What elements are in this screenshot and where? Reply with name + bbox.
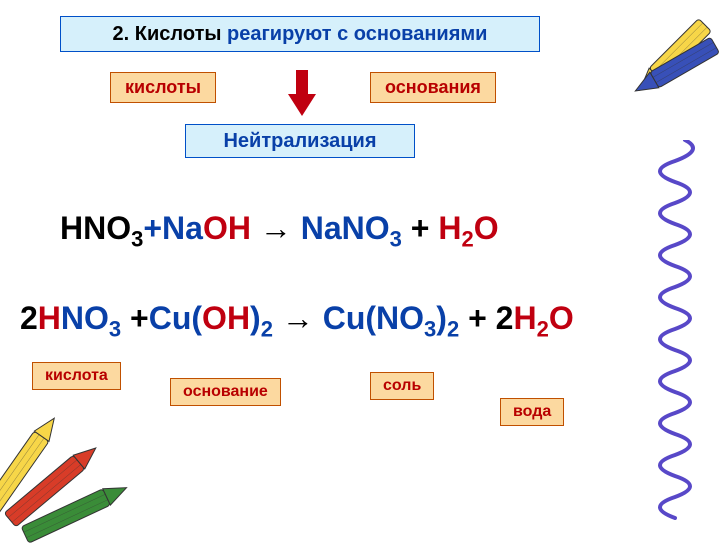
tag-base: основание bbox=[170, 378, 281, 406]
tag-acid-label: кислота bbox=[45, 367, 108, 385]
tag-salt-label: соль bbox=[383, 377, 421, 395]
tag-base-label: основание bbox=[183, 383, 268, 401]
tag-acid: кислота bbox=[32, 362, 121, 390]
tag-water-label: вода bbox=[513, 403, 551, 421]
equation-2: 2HNO3 +Cu(OH)2 → Cu(NO3)2 + 2H2O bbox=[20, 300, 574, 342]
equation-1: HNO3+NaOH → NaNO3 + H2O bbox=[60, 210, 499, 252]
crayon-decoration-left bbox=[0, 360, 130, 560]
squiggle-decoration bbox=[630, 140, 710, 520]
tag-water: вода bbox=[500, 398, 564, 426]
arrow-down-icon bbox=[285, 68, 319, 120]
acids-label-box: кислоты bbox=[110, 72, 216, 103]
neutralization-label: Нейтрализация bbox=[223, 130, 376, 153]
bases-label-box: основания bbox=[370, 72, 496, 103]
title-part1: 2. Кислоты bbox=[113, 23, 222, 45]
title-part2: реагируют с основаниями bbox=[221, 23, 487, 45]
neutralization-box: Нейтрализация bbox=[185, 124, 415, 158]
tag-salt: соль bbox=[370, 372, 434, 400]
crayon-decoration-topright bbox=[610, 10, 720, 140]
acids-label: кислоты bbox=[125, 77, 201, 98]
title-box: 2. Кислоты реагируют с основаниями bbox=[60, 16, 540, 52]
bases-label: основания bbox=[385, 77, 481, 98]
